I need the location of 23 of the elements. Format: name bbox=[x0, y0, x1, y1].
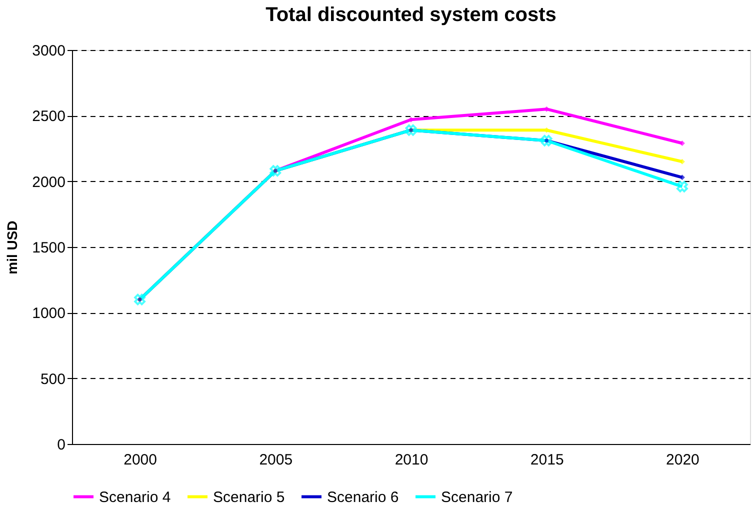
legend-label: Scenario 7 bbox=[441, 488, 513, 506]
x-tick-label: 2020 bbox=[666, 452, 700, 468]
point bbox=[134, 294, 146, 306]
point bbox=[270, 165, 282, 177]
y-tick-label: 0 bbox=[57, 436, 66, 454]
x-tick-label: 2010 bbox=[394, 452, 428, 468]
legend-label: Scenario 5 bbox=[213, 488, 285, 506]
y-tick-label: 500 bbox=[40, 370, 66, 388]
chart-title: Total discounted system costs bbox=[266, 4, 556, 26]
x-tick-label: 2015 bbox=[530, 452, 564, 468]
y-axis-title: mil USD bbox=[4, 220, 20, 274]
point bbox=[676, 180, 688, 192]
y-tick-label: 2500 bbox=[32, 108, 66, 126]
y-tick-label: 1500 bbox=[32, 240, 66, 256]
point bbox=[405, 124, 417, 136]
x-tick-label: 2005 bbox=[259, 452, 293, 468]
x-tick-label: 2000 bbox=[124, 452, 157, 468]
legend-label: Scenario 6 bbox=[327, 488, 399, 506]
point bbox=[540, 134, 552, 146]
y-tick-label: 1000 bbox=[32, 305, 66, 322]
y-tick-label: 2000 bbox=[32, 174, 66, 191]
y-tick-label: 3000 bbox=[32, 42, 66, 60]
legend-label: Scenario 4 bbox=[99, 488, 171, 506]
